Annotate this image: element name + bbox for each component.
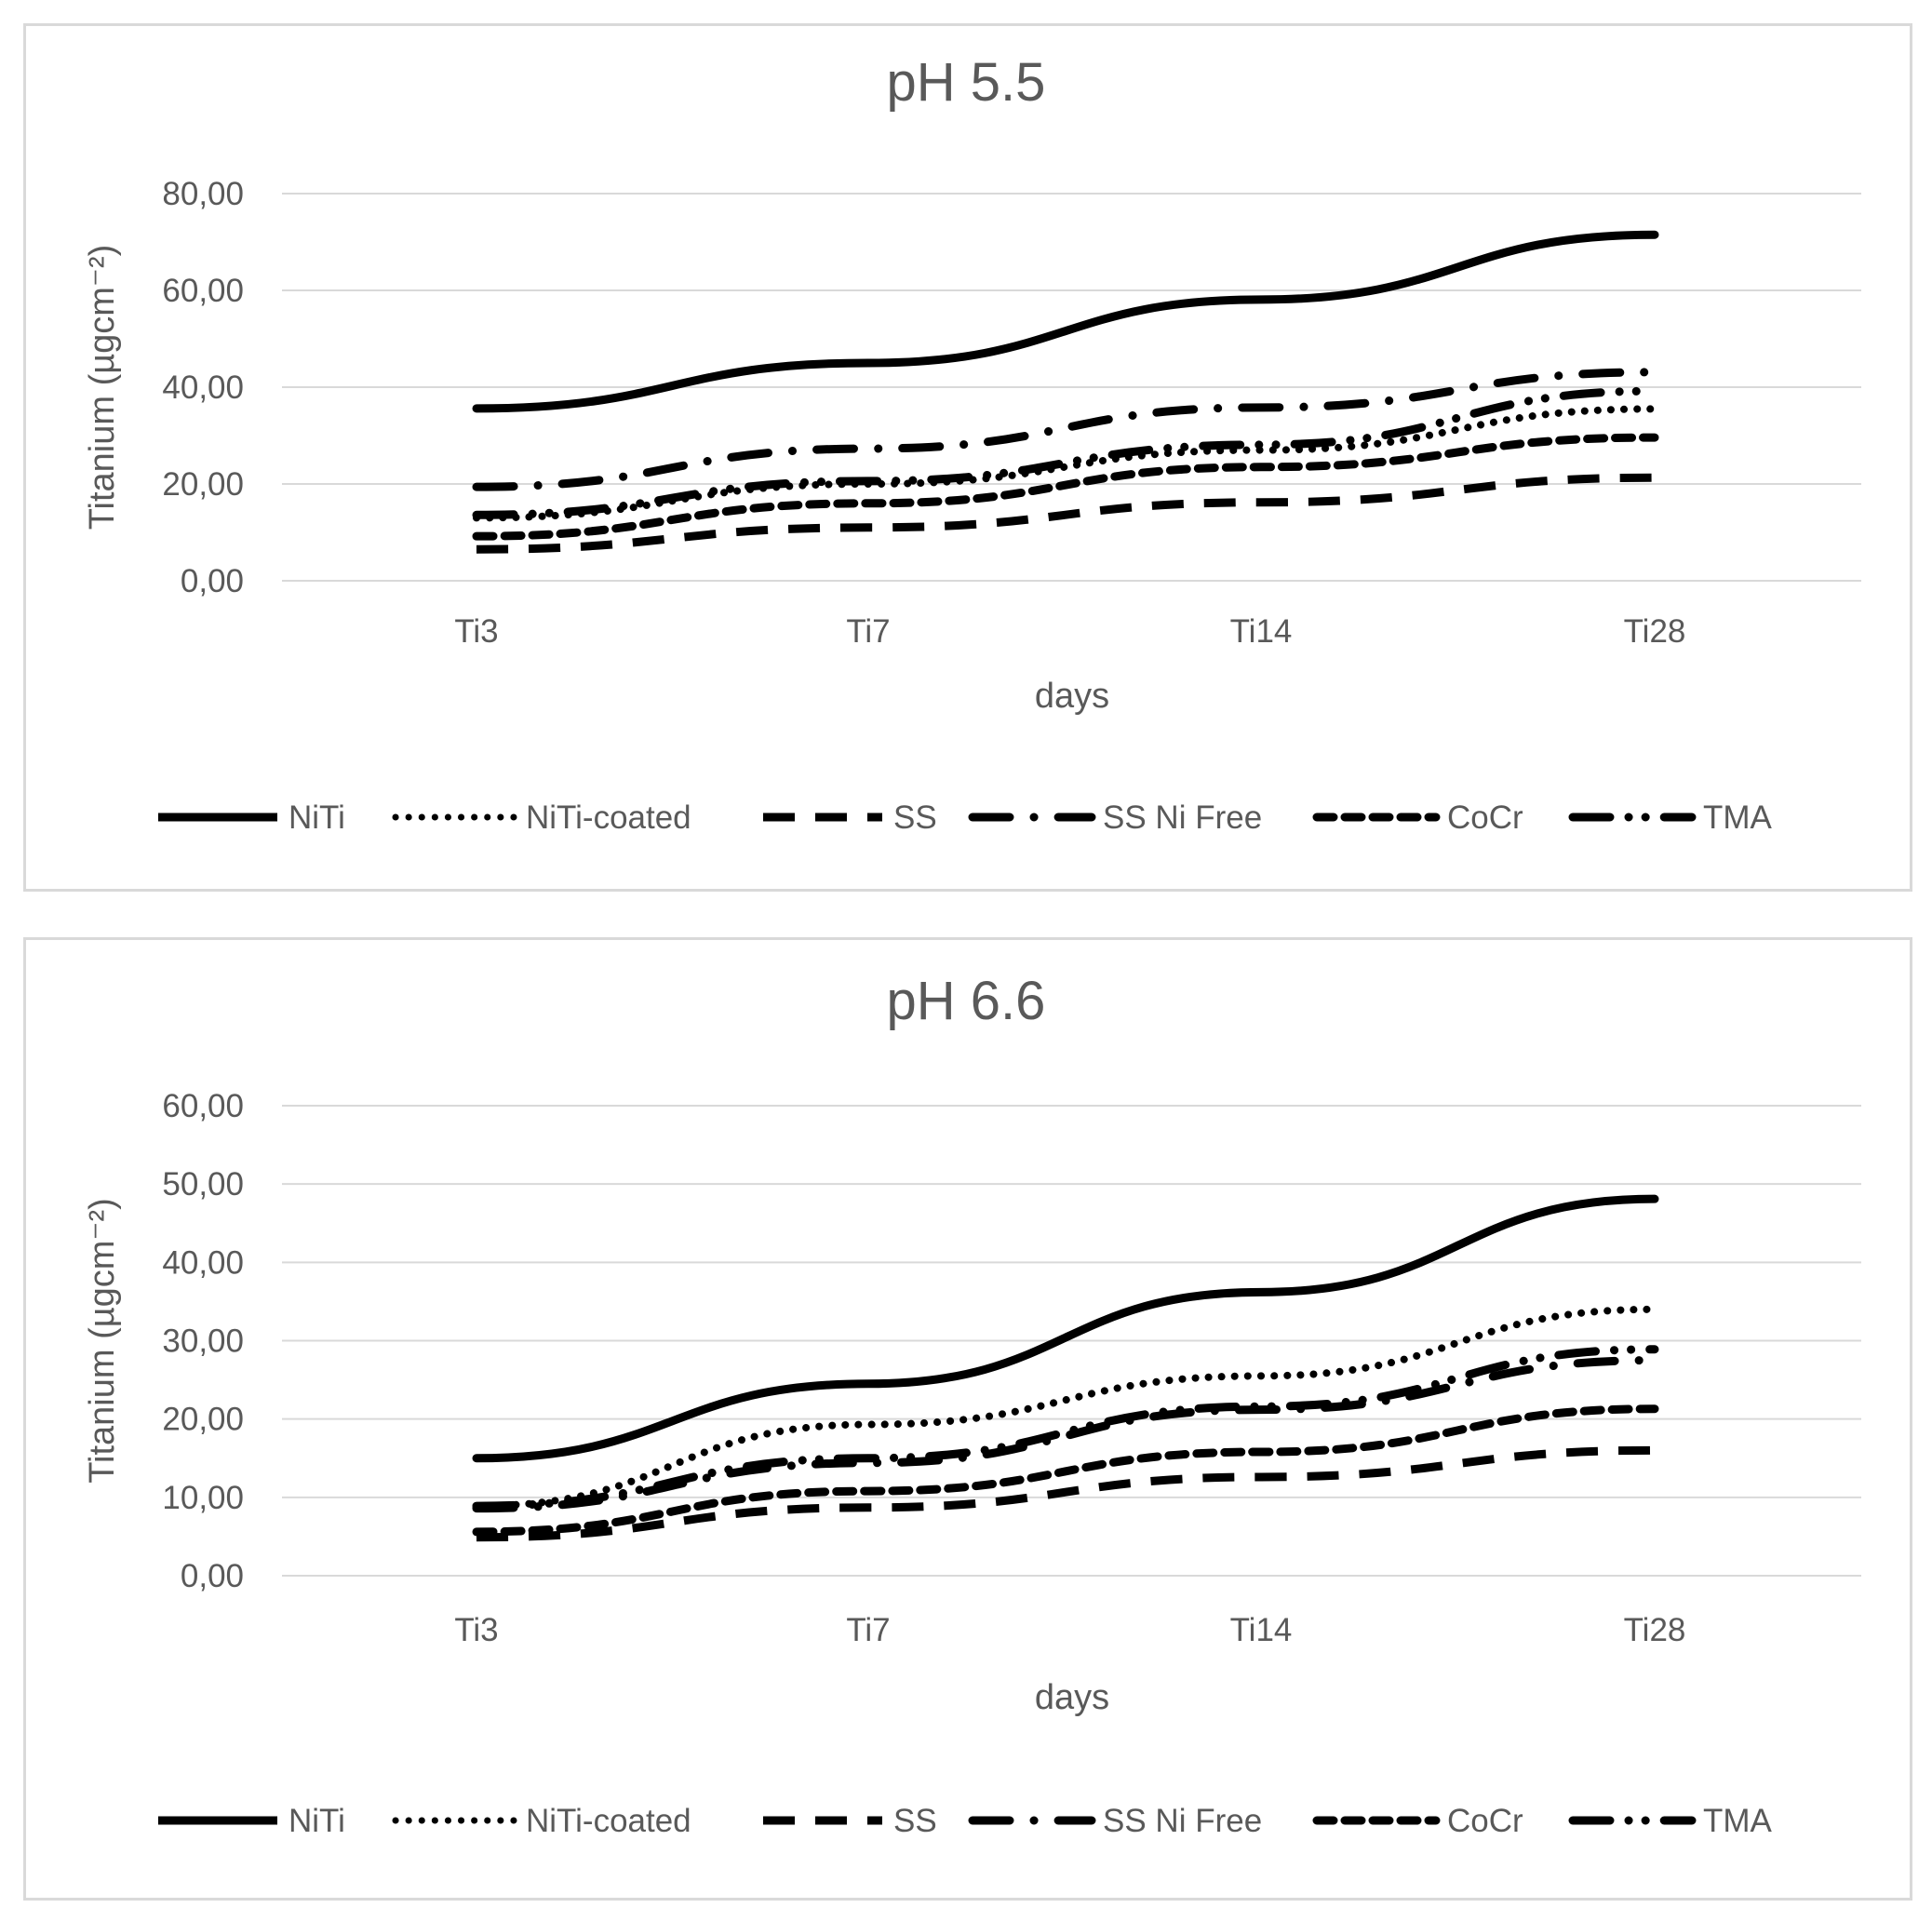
legend-item-ss-ni-free: SS Ni Free <box>968 799 1262 836</box>
y-tick-label: 80,00 <box>162 176 244 212</box>
y-tick-label: 30,00 <box>162 1323 244 1360</box>
legend-item-niti-coated: NiTi-coated <box>392 1803 691 1839</box>
y-tick-label: 20,00 <box>162 466 244 503</box>
legend-label: SS Ni Free <box>1103 799 1262 836</box>
series-line-ss-ni-free <box>472 1356 1659 1513</box>
x-tick-label: Ti28 <box>1624 613 1686 650</box>
y-tick-label: 20,00 <box>162 1402 244 1438</box>
series-line-ss <box>476 1445 1656 1542</box>
x-axis-label: days <box>1035 677 1109 716</box>
series-line-tma <box>472 386 1659 519</box>
legend-label: SS <box>893 1803 937 1839</box>
legend-label: TMA <box>1703 1803 1773 1839</box>
legend-label: CoCr <box>1447 799 1523 836</box>
y-tick-label: 0,00 <box>181 563 244 599</box>
series-line-ss-ni-free <box>472 368 1659 491</box>
series-line-niti-coated <box>473 1305 1658 1511</box>
chart-title: pH 6.6 <box>887 971 1046 1031</box>
y-tick-label: 0,00 <box>181 1558 244 1594</box>
legend-label: NiTi-coated <box>526 1803 691 1839</box>
chart-1: pH 6.6 0,00 10,00 20,00 30,00 40,00 50,00 60,00… <box>83 971 1861 1839</box>
legend-label: SS <box>893 799 937 836</box>
legend-label: CoCr <box>1447 1803 1523 1839</box>
series-line-niti <box>472 1194 1659 1463</box>
legend-label: NiTi <box>288 799 345 836</box>
legend-item-ss: SS <box>763 1803 937 1839</box>
x-tick-label: Ti7 <box>846 613 890 650</box>
legend-item-niti: NiTi <box>158 1803 345 1839</box>
y-tick-label: 50,00 <box>162 1166 244 1202</box>
series-line-niti <box>472 230 1659 413</box>
x-tick-label: Ti28 <box>1624 1612 1686 1648</box>
x-tick-label: Ti3 <box>454 613 498 650</box>
legend-label: NiTi <box>288 1803 345 1839</box>
x-tick-label: Ti14 <box>1230 613 1293 650</box>
legend-item-cocr: CoCr <box>1312 799 1523 836</box>
chart-title: pH 5.5 <box>887 52 1046 113</box>
y-axis-label: Titanium (µgcm⁻²) <box>83 1198 122 1484</box>
legend-item-cocr: CoCr <box>1312 1803 1523 1839</box>
series-line-niti-coated <box>473 405 1658 522</box>
legend-label: NiTi-coated <box>526 799 691 836</box>
chart-ph-5-5 <box>23 23 1912 892</box>
y-tick-label: 60,00 <box>162 1088 244 1124</box>
series-line-cocr <box>472 433 1659 541</box>
series-line-tma <box>472 1345 1659 1511</box>
y-tick-label: 40,00 <box>162 369 244 406</box>
y-tick-label: 40,00 <box>162 1244 244 1281</box>
legend-item-niti: NiTi <box>158 799 345 836</box>
legend-item-ss: SS <box>763 799 937 836</box>
legend-label: SS Ni Free <box>1103 1803 1262 1839</box>
chart-0: pH 5.5 0,00 20,00 40,00 60,00 80,00 Ti3 Ti7 Ti14… <box>83 52 1861 836</box>
series-line-cocr <box>472 1404 1659 1537</box>
legend-label: TMA <box>1703 799 1773 836</box>
y-tick-label: 10,00 <box>162 1480 244 1516</box>
y-tick-label: 60,00 <box>162 273 244 309</box>
legend-item-niti-coated: NiTi-coated <box>392 799 691 836</box>
legend-item-tma: TMA <box>1568 799 1773 836</box>
y-axis-label: Titanium (µgcm⁻²) <box>83 245 122 531</box>
legend-item-ss-ni-free: SS Ni Free <box>968 1803 1262 1839</box>
x-tick-label: Ti3 <box>454 1612 498 1648</box>
legend-item-tma: TMA <box>1568 1803 1773 1839</box>
x-tick-label: Ti14 <box>1230 1612 1293 1648</box>
x-axis-label: days <box>1035 1678 1109 1717</box>
x-tick-label: Ti7 <box>846 1612 890 1648</box>
series-line-ss <box>476 473 1656 554</box>
